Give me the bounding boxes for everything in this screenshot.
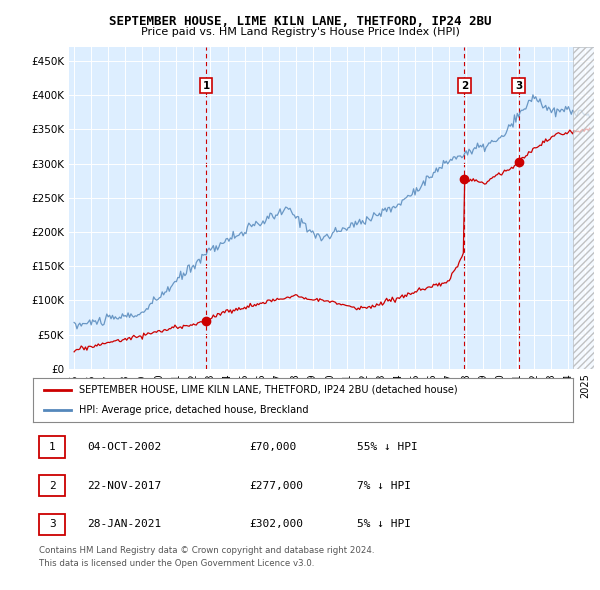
Text: 55% ↓ HPI: 55% ↓ HPI bbox=[357, 442, 418, 452]
Text: 3: 3 bbox=[49, 519, 56, 529]
Text: 28-JAN-2021: 28-JAN-2021 bbox=[87, 519, 161, 529]
Text: 2: 2 bbox=[461, 81, 468, 91]
Text: 1: 1 bbox=[49, 442, 56, 452]
Text: £277,000: £277,000 bbox=[249, 481, 303, 490]
Text: 3: 3 bbox=[515, 81, 522, 91]
Text: 1: 1 bbox=[203, 81, 210, 91]
Text: 5% ↓ HPI: 5% ↓ HPI bbox=[357, 519, 411, 529]
Text: SEPTEMBER HOUSE, LIME KILN LANE, THETFORD, IP24 2BU (detached house): SEPTEMBER HOUSE, LIME KILN LANE, THETFOR… bbox=[79, 385, 458, 395]
Bar bbox=[572, 47, 594, 369]
Text: 22-NOV-2017: 22-NOV-2017 bbox=[87, 481, 161, 490]
Bar bbox=[40, 437, 65, 458]
Bar bbox=[40, 513, 65, 535]
Text: 04-OCT-2002: 04-OCT-2002 bbox=[87, 442, 161, 452]
Text: 2: 2 bbox=[49, 481, 56, 490]
Text: £70,000: £70,000 bbox=[249, 442, 296, 452]
Text: £302,000: £302,000 bbox=[249, 519, 303, 529]
Text: HPI: Average price, detached house, Breckland: HPI: Average price, detached house, Brec… bbox=[79, 405, 308, 415]
Bar bbox=[40, 475, 65, 496]
Text: This data is licensed under the Open Government Licence v3.0.: This data is licensed under the Open Gov… bbox=[39, 559, 314, 568]
Text: Contains HM Land Registry data © Crown copyright and database right 2024.: Contains HM Land Registry data © Crown c… bbox=[39, 546, 374, 555]
Text: 7% ↓ HPI: 7% ↓ HPI bbox=[357, 481, 411, 490]
Text: SEPTEMBER HOUSE, LIME KILN LANE, THETFORD, IP24 2BU: SEPTEMBER HOUSE, LIME KILN LANE, THETFOR… bbox=[109, 15, 491, 28]
Text: Price paid vs. HM Land Registry's House Price Index (HPI): Price paid vs. HM Land Registry's House … bbox=[140, 27, 460, 37]
